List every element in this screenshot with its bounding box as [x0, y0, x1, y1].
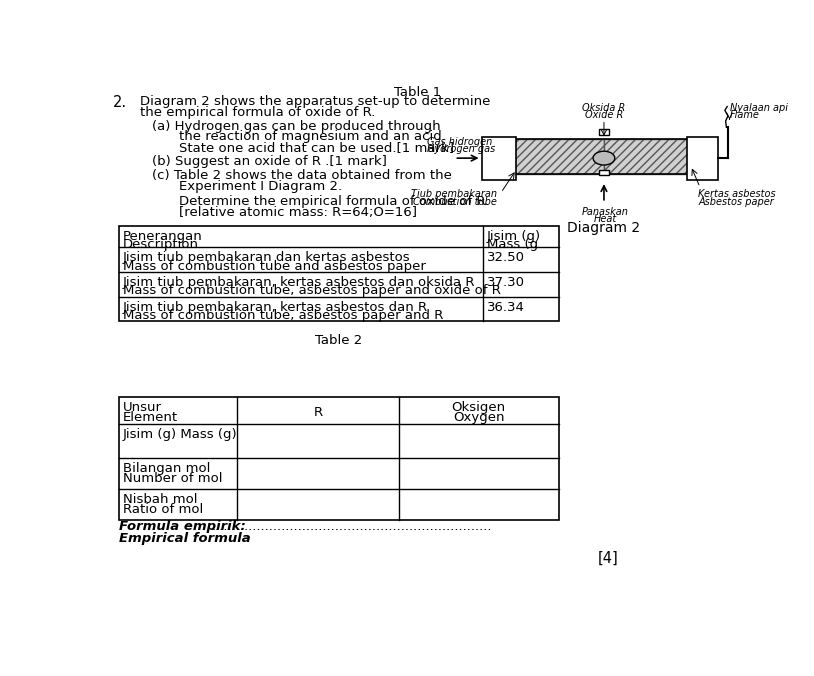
Bar [598, 129, 610, 135]
Text: Hydrogen gas: Hydrogen gas [427, 144, 496, 154]
Text: 32.50: 32.50 [487, 251, 525, 264]
Text: the reaction of magnesium and an acid.: the reaction of magnesium and an acid. [179, 130, 446, 143]
Text: Kertas asbestos: Kertas asbestos [698, 189, 776, 199]
Text: Table 2: Table 2 [315, 334, 362, 347]
Text: Nyalaan api: Nyalaan api [729, 103, 787, 113]
Text: Jisim tiub pembakaran dan kertas asbestos: Jisim tiub pembakaran dan kertas asbesto… [123, 251, 410, 264]
Text: Empirical formula: Empirical formula [119, 532, 251, 546]
Text: Oksigen: Oksigen [452, 402, 505, 414]
Text: Description: Description [123, 238, 199, 251]
Text: Diagram 2 shows the apparatus set-up to determine: Diagram 2 shows the apparatus set-up to … [141, 95, 491, 108]
Text: (b) Suggest an oxide of R .[1 mark]: (b) Suggest an oxide of R .[1 mark] [152, 155, 387, 168]
Text: Number of mol: Number of mol [123, 473, 222, 485]
Bar [513, 139, 604, 174]
Text: Asbestos paper: Asbestos paper [698, 197, 774, 207]
Text: [4]: [4] [597, 551, 619, 566]
Bar [598, 170, 610, 175]
Text: Heat: Heat [594, 214, 617, 224]
Text: Bilangan mol: Bilangan mol [123, 462, 210, 475]
Text: 2.: 2. [112, 95, 127, 110]
Text: Penerangan: Penerangan [123, 230, 203, 243]
Text: Determine the empirical formula of oxide of R.: Determine the empirical formula of oxide… [179, 195, 489, 208]
Text: (a) Hydrogen gas can be produced through: (a) Hydrogen gas can be produced through [152, 120, 440, 132]
Text: R: R [313, 406, 322, 419]
Bar [119, 226, 559, 321]
Text: Mass (g: Mass (g [487, 238, 538, 251]
Text: State one acid that can be used.[1 mark]: State one acid that can be used.[1 mark] [179, 141, 454, 154]
Text: 36.34: 36.34 [487, 301, 525, 314]
Text: Jisim tiub pembakaran, kertas asbestos dan oksida R: Jisim tiub pembakaran, kertas asbestos d… [123, 276, 475, 289]
Text: Flame: Flame [729, 110, 759, 120]
Bar [482, 137, 516, 180]
Text: Oksida R: Oksida R [582, 103, 626, 113]
Text: Combustion tube: Combustion tube [414, 197, 497, 207]
Text: Tiub pembakaran: Tiub pembakaran [411, 189, 497, 199]
Text: Jisim (g): Jisim (g) [487, 230, 541, 243]
Text: 37.30: 37.30 [487, 276, 525, 289]
Ellipse shape [593, 151, 615, 165]
Bar [119, 397, 559, 520]
Text: Mass of combustion tube, asbestos paper and R: Mass of combustion tube, asbestos paper … [123, 309, 443, 322]
Text: the empirical formula of oxide of R.: the empirical formula of oxide of R. [141, 105, 376, 119]
Text: Nisbah mol: Nisbah mol [123, 493, 197, 506]
Text: Mass of combustion tube and asbestos paper: Mass of combustion tube and asbestos pap… [123, 260, 426, 272]
Text: (c) Table 2 shows the data obtained from the: (c) Table 2 shows the data obtained from… [152, 169, 452, 182]
Text: Gas hidrogen: Gas hidrogen [427, 137, 492, 147]
Text: Jisim tiub pembakaran, kertas asbestos dan R: Jisim tiub pembakaran, kertas asbestos d… [123, 301, 428, 314]
Text: [relative atomic mass: R=64;O=16]: [relative atomic mass: R=64;O=16] [179, 206, 418, 219]
Text: Diagram 2: Diagram 2 [567, 221, 641, 235]
Text: Unsur: Unsur [123, 402, 162, 414]
Bar [687, 137, 718, 180]
Text: Table 1: Table 1 [393, 86, 441, 99]
Text: Experiment I Diagram 2.: Experiment I Diagram 2. [179, 180, 343, 193]
Text: Panaskan: Panaskan [582, 207, 629, 216]
Text: Formula empirik:: Formula empirik: [119, 520, 250, 533]
Text: Oxide R: Oxide R [584, 110, 623, 120]
Bar [513, 139, 691, 174]
Text: Element: Element [123, 412, 177, 425]
Text: Mass of combustion tube, asbestos paper and oxide of R: Mass of combustion tube, asbestos paper … [123, 285, 501, 297]
Text: ....................................................................: ........................................… [212, 520, 492, 533]
Bar [604, 139, 691, 174]
Text: Jisim (g) Mass (g): Jisim (g) Mass (g) [123, 429, 238, 441]
Text: Ratio of mol: Ratio of mol [123, 503, 203, 516]
Text: Oxygen: Oxygen [453, 412, 505, 425]
